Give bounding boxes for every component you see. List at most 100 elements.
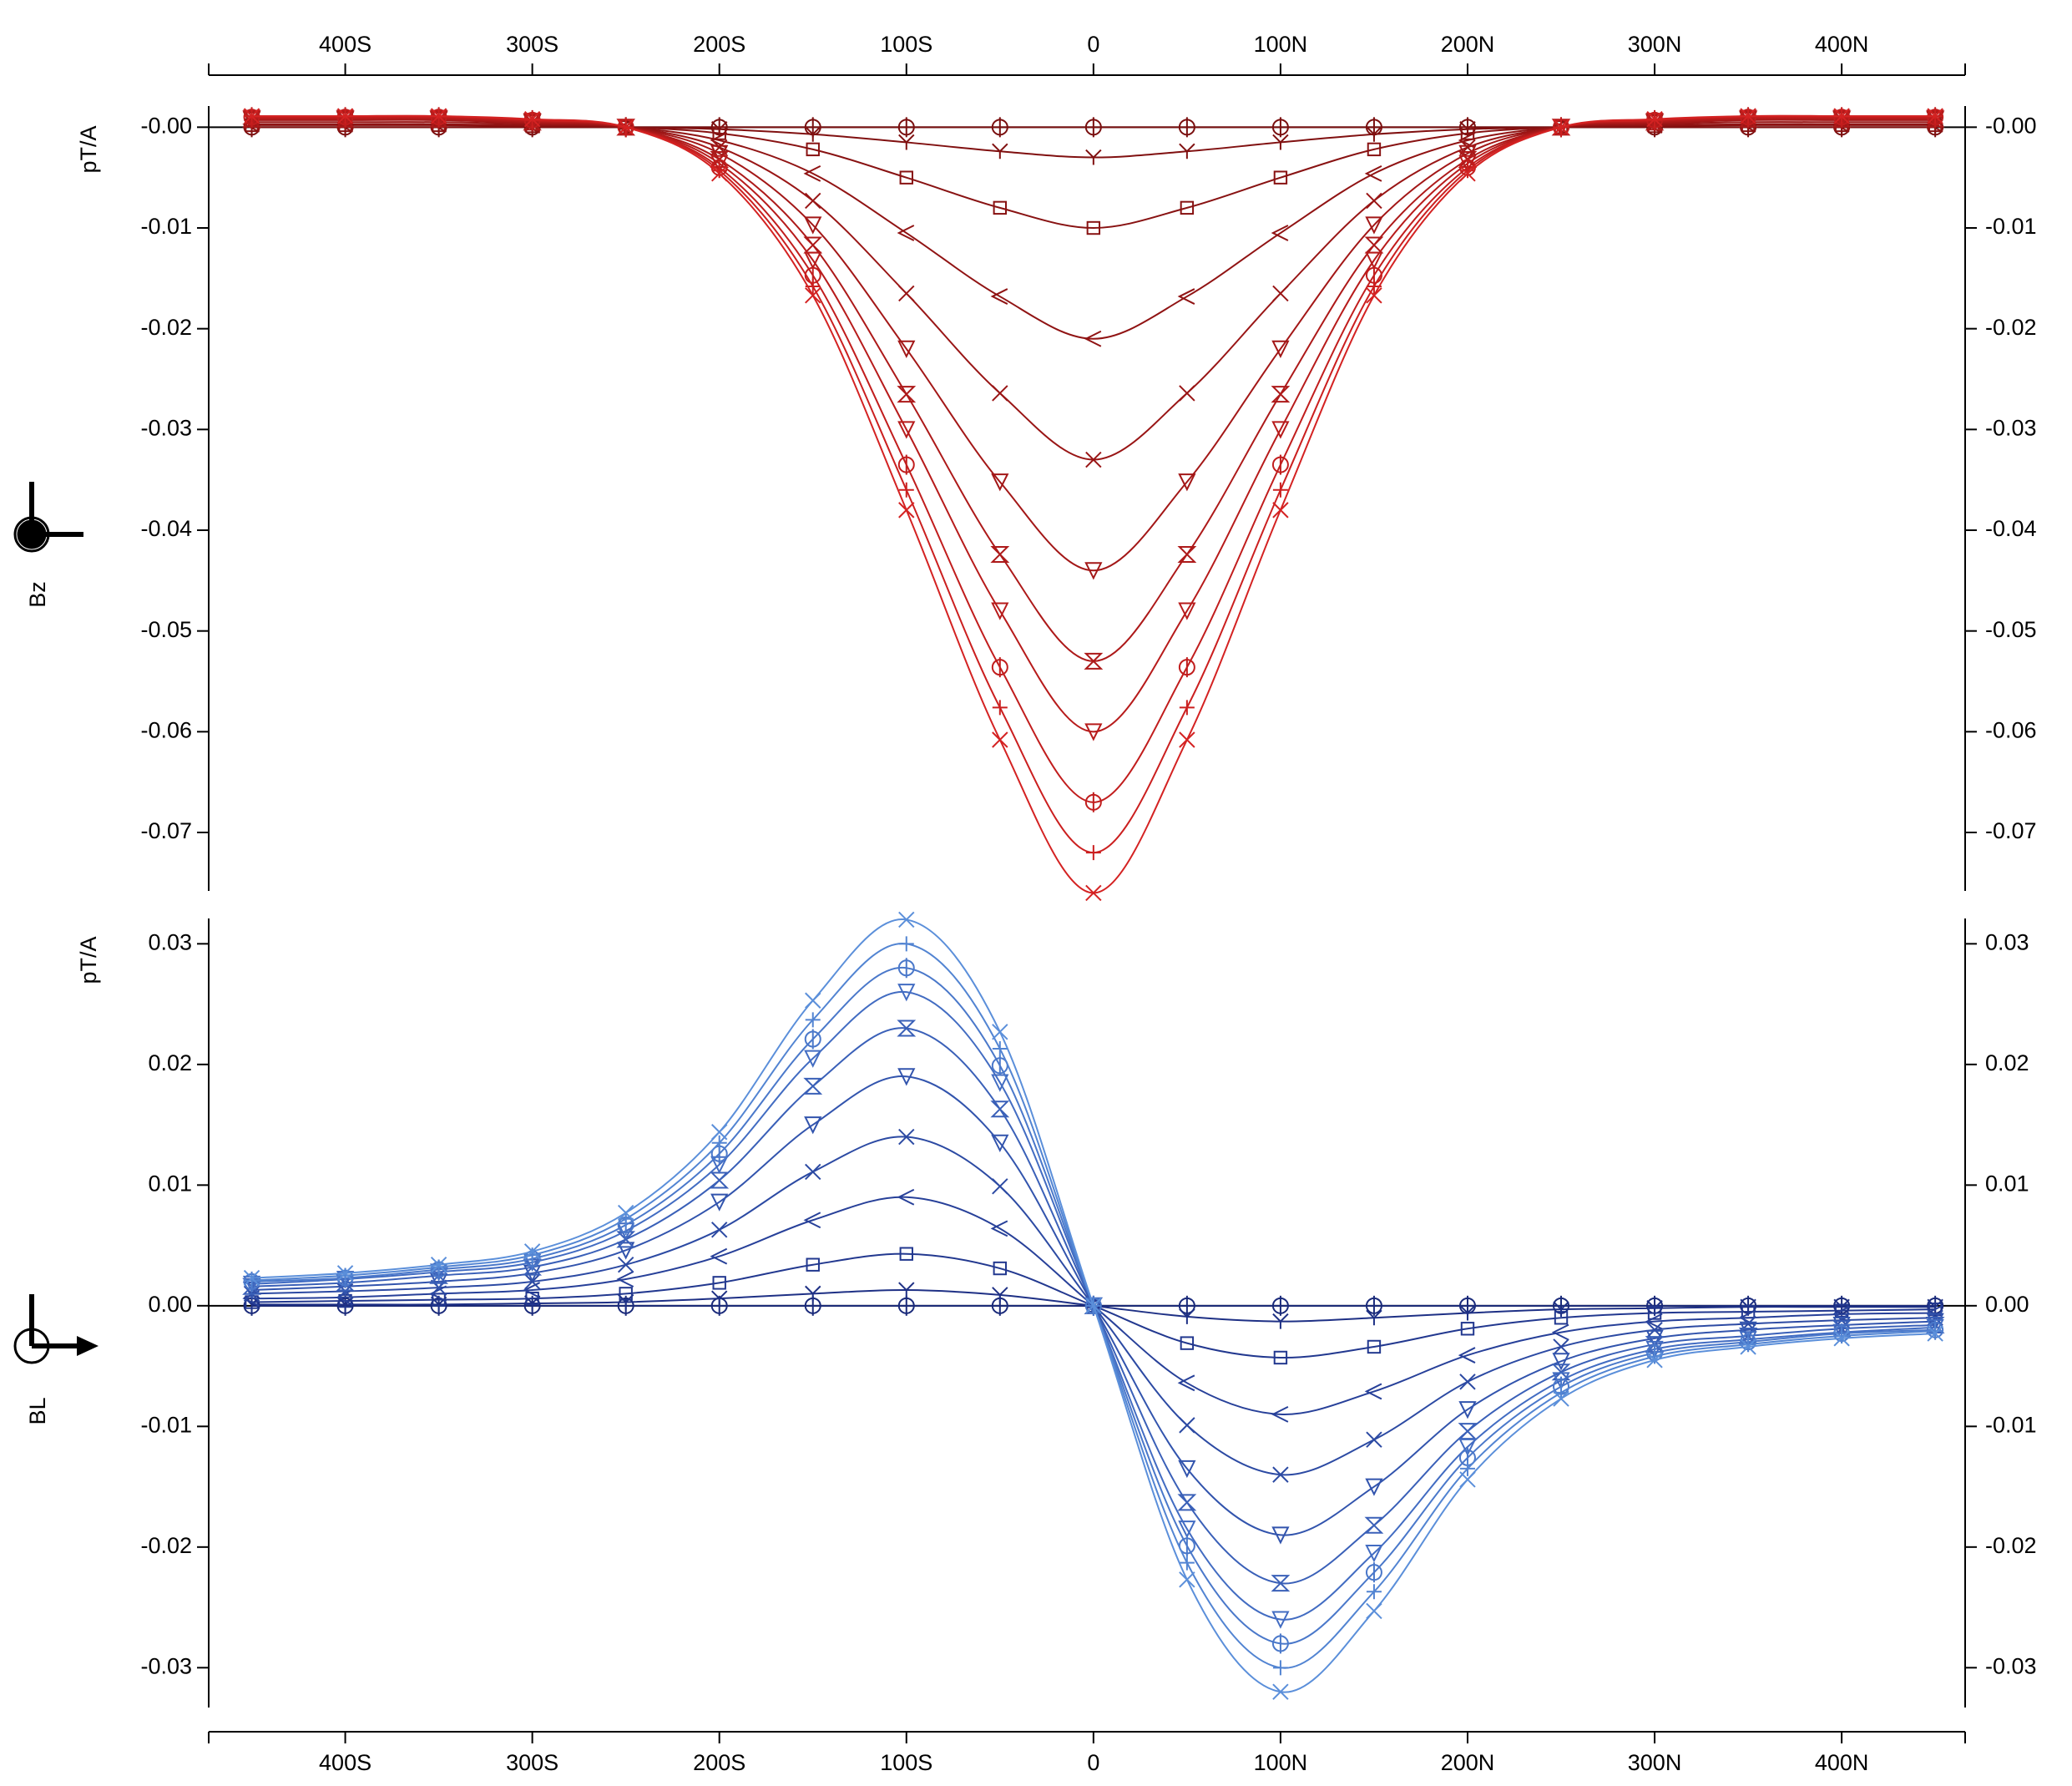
marker-part — [992, 700, 1008, 716]
marker-part — [990, 1220, 1008, 1237]
marker — [1086, 220, 1101, 235]
marker — [1179, 1417, 1195, 1434]
marker-part — [1366, 126, 1382, 142]
marker — [803, 1212, 821, 1229]
marker — [336, 1288, 354, 1306]
marker-part — [1366, 287, 1382, 304]
marker — [1365, 1562, 1382, 1583]
marker-part — [805, 1285, 821, 1302]
marker — [1553, 119, 1569, 136]
marker — [1271, 1405, 1289, 1423]
marker-part — [897, 386, 917, 403]
marker — [1085, 451, 1102, 468]
marker — [899, 1247, 913, 1261]
y-tick-label: 0.03 — [148, 929, 192, 954]
marker — [1177, 288, 1195, 305]
marker — [991, 1134, 1009, 1152]
marker-part — [898, 134, 915, 150]
marker-part — [1272, 285, 1289, 302]
marker — [1553, 1301, 1569, 1318]
marker — [1460, 1322, 1475, 1336]
marker-part — [523, 110, 541, 128]
marker-part — [1553, 1301, 1569, 1318]
marker — [1272, 134, 1289, 150]
y-tick-label: 0.01 — [148, 1171, 192, 1196]
x-tick-label: 400N — [1815, 1750, 1869, 1775]
y-tick-label: -0.05 — [140, 617, 192, 642]
y-tick-label: 0.02 — [1985, 1050, 2029, 1075]
marker — [806, 1257, 820, 1272]
marker — [1928, 1302, 1943, 1317]
marker-part — [1646, 1300, 1663, 1316]
marker-part — [619, 1287, 633, 1301]
marker-part — [710, 165, 728, 182]
x-tick-label: 200S — [693, 32, 745, 57]
marker-part — [1553, 1390, 1569, 1407]
x-tick-label: 200N — [1441, 1750, 1495, 1775]
marker-part — [1553, 119, 1569, 136]
marker-part — [898, 911, 915, 928]
y-tick-label: -0.02 — [140, 315, 192, 340]
marker — [1178, 602, 1196, 620]
y-tick-label: -0.03 — [140, 1653, 192, 1678]
marker — [993, 1261, 1008, 1276]
marker-part — [803, 236, 823, 254]
marker-part — [806, 1257, 820, 1272]
marker — [1179, 1571, 1195, 1588]
y-tick-label: -0.04 — [140, 516, 192, 541]
marker-part — [523, 1258, 543, 1276]
marker-part — [1272, 502, 1289, 519]
marker — [710, 1247, 728, 1265]
marker-part — [524, 1247, 540, 1263]
marker-part — [1740, 1338, 1756, 1355]
marker-part — [992, 731, 1008, 748]
marker — [1366, 287, 1382, 304]
marker — [1177, 1374, 1195, 1392]
marker-part — [243, 108, 260, 124]
marker — [1271, 1295, 1289, 1316]
marker-part — [1084, 652, 1104, 670]
marker — [1085, 149, 1102, 165]
marker-part — [1271, 421, 1290, 439]
x-tick-label: 300S — [506, 1750, 558, 1775]
marker-part — [1271, 225, 1289, 241]
marker — [616, 1271, 634, 1288]
marker — [991, 473, 1009, 492]
marker — [805, 1163, 821, 1181]
marker-part — [1458, 1347, 1476, 1364]
bz-icon — [13, 482, 83, 553]
marker — [1085, 884, 1102, 902]
marker-part — [805, 1163, 821, 1181]
marker — [1084, 562, 1103, 580]
marker-part — [990, 1100, 1010, 1118]
marker-part — [897, 1019, 917, 1037]
marker — [525, 1291, 539, 1306]
marker — [336, 1265, 354, 1282]
marker — [1458, 1438, 1477, 1457]
marker-part — [1179, 700, 1195, 716]
marker-part — [993, 200, 1008, 215]
marker-part — [1834, 1303, 1849, 1318]
marker-part — [1085, 451, 1102, 468]
marker — [710, 1193, 729, 1212]
marker-part — [1927, 108, 1943, 124]
marker — [1366, 1602, 1382, 1620]
marker-part — [1179, 385, 1195, 402]
marker — [991, 602, 1009, 620]
marker-part — [1365, 1545, 1383, 1563]
marker-part — [1272, 1313, 1289, 1329]
marker — [710, 1124, 728, 1141]
marker-part — [1459, 163, 1475, 179]
marker — [1928, 1323, 1943, 1339]
marker-part — [1271, 1405, 1289, 1423]
marker-part — [1085, 149, 1102, 165]
y-tick-label: -0.01 — [1985, 214, 2037, 239]
marker — [710, 1290, 728, 1307]
component-label: Bz — [25, 581, 50, 608]
marker-part — [992, 143, 1008, 159]
marker — [336, 1296, 354, 1313]
marker-part — [617, 1204, 634, 1222]
marker — [1178, 117, 1195, 138]
marker-part — [1739, 1321, 1757, 1339]
marker — [897, 958, 915, 979]
